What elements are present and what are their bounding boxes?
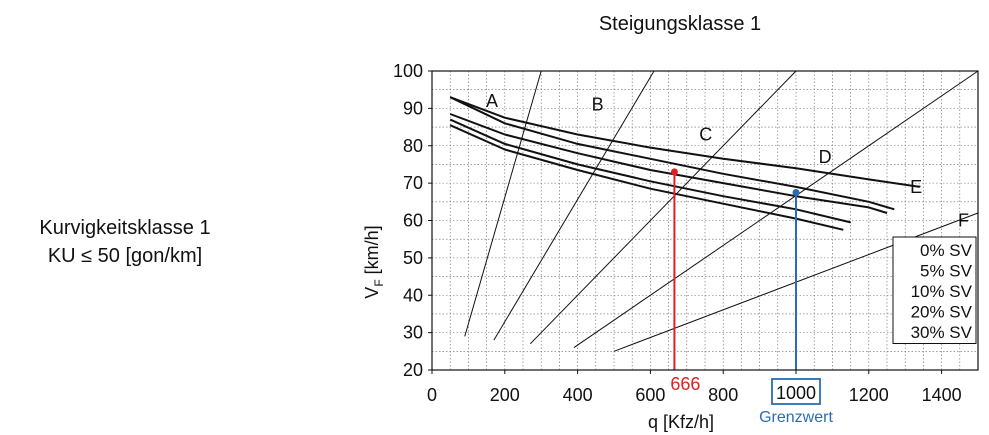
los-label-d: D: [819, 147, 832, 167]
legend-entry: 30% SV: [911, 323, 973, 342]
legend-entry: 5% SV: [920, 262, 973, 281]
y-tick-label: 20: [403, 360, 423, 380]
speed-curves: [449, 96, 920, 231]
legend-entry: 20% SV: [911, 303, 973, 322]
axes: 0 200 400 600 800 1200 1400 20 30 40 50 60 70 80 90 100…: [362, 61, 979, 432]
x-axis-label: q [Kfz/h]: [648, 412, 714, 432]
marker-blue-label: 1000: [776, 383, 816, 403]
y-tick-label: 70: [403, 173, 423, 193]
y-tick-label: 50: [403, 248, 423, 268]
y-axis-label-unit: [km/h]: [362, 225, 382, 279]
y-axis-label-main: V: [362, 287, 382, 299]
y-tick-label: 80: [403, 136, 423, 156]
speed-curve-2: [449, 113, 888, 214]
side-label: Kurvigkeitsklasse 1 KU ≤ 50 [gon/km]: [0, 214, 250, 270]
y-axis-label-sub: F: [372, 279, 386, 286]
legend-entry: 10% SV: [911, 282, 973, 301]
los-label-c: C: [699, 125, 712, 145]
markers: 666 1000 Grenzwert: [670, 168, 833, 426]
x-tick-label: 0: [427, 385, 437, 405]
y-axis-label: VF [km/h]: [362, 225, 386, 298]
los-label-f: F: [958, 211, 969, 231]
curvature-class-label: Kurvigkeitsklasse 1: [39, 217, 211, 239]
x-tick-label: 400: [563, 385, 593, 405]
y-tick-label: 30: [403, 323, 423, 343]
los-label-a: A: [486, 91, 498, 111]
marker-blue-point: [792, 188, 800, 196]
x-tick-label: 800: [708, 385, 738, 405]
marker-red-label: 666: [670, 374, 700, 394]
legend-box: [892, 236, 977, 344]
los-line-a: [464, 70, 542, 337]
x-tick-label: 600: [635, 385, 665, 405]
y-tick-label: 90: [403, 98, 423, 118]
los-line-b: [493, 70, 655, 341]
x-tick-label: 1400: [922, 385, 962, 405]
y-tick-label: 60: [403, 211, 423, 231]
speed-curve-0: [449, 96, 920, 188]
y-tick-label: 40: [403, 285, 423, 305]
speed-curve-1: [449, 96, 895, 211]
marker-red-point: [670, 168, 678, 176]
x-tick-label: 1200: [849, 385, 889, 405]
speed-curve-4: [449, 124, 844, 231]
los-label-b: B: [592, 95, 604, 115]
legend-entry: 0% SV: [920, 241, 973, 260]
los-line-c: [529, 70, 797, 345]
marker-blue-sublabel: Grenzwert: [759, 409, 833, 426]
curvature-range-label: KU ≤ 50 [gon/km]: [47, 245, 203, 267]
chart-title: Steigungsklasse 1: [599, 13, 761, 35]
y-tick-label: 100: [393, 61, 423, 81]
x-tick-label: 200: [490, 385, 520, 405]
los-line-d: [573, 70, 979, 348]
marker-blue-box: [771, 378, 821, 405]
